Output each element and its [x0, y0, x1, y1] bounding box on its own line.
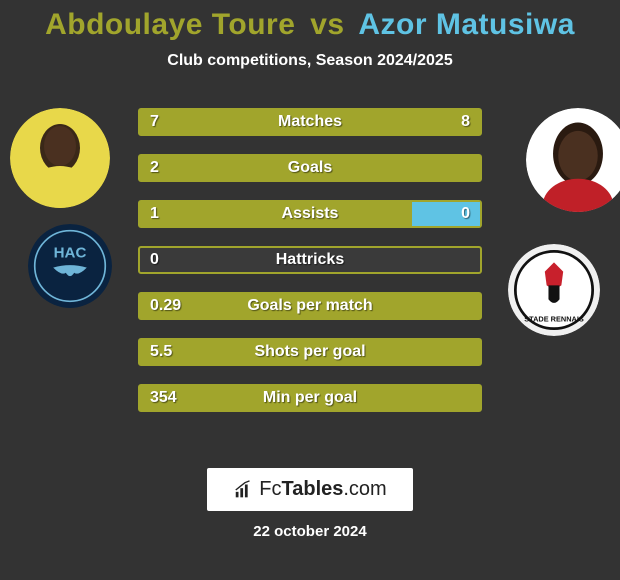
subtitle: Club competitions, Season 2024/2025 [0, 52, 620, 70]
logo-suffix: .com [343, 478, 386, 500]
player1-club-badge: HAC [28, 224, 112, 308]
logo-prefix: Fc [259, 478, 281, 500]
stat-label: Matches [140, 113, 480, 131]
stat-bars: 78Matches 2Goals 10Assists 0Hattricks 0.29Go… [138, 108, 482, 412]
title-player2: Azor Matusiwa [358, 8, 575, 41]
svg-text:STADE RENNAIS: STADE RENNAIS [524, 314, 584, 323]
svg-text:HAC: HAC [54, 245, 87, 262]
stat-label: Goals per match [140, 297, 480, 315]
player2-avatar [526, 108, 620, 212]
title-player1: Abdoulaye Toure [45, 8, 295, 41]
stat-label: Hattricks [140, 251, 480, 269]
stat-row: 0.29Goals per match [138, 292, 482, 320]
stat-label: Min per goal [140, 389, 480, 407]
player1-avatar [10, 108, 110, 208]
stat-label: Goals [140, 159, 480, 177]
chart-icon [233, 479, 255, 501]
stat-row: 2Goals [138, 154, 482, 182]
logo-text: FcTables.com [259, 478, 386, 501]
date-text: 22 october 2024 [253, 523, 366, 540]
title: Abdoulaye Toure vs Azor Matusiwa [0, 0, 620, 42]
stat-label: Shots per goal [140, 343, 480, 361]
stat-row: 78Matches [138, 108, 482, 136]
comparison-card: Abdoulaye Toure vs Azor Matusiwa Club co… [0, 0, 620, 580]
player2-club-badge: STADE RENNAIS [508, 244, 600, 336]
footer: FcTables.com 22 october 2024 [0, 468, 620, 540]
stat-row: 10Assists [138, 200, 482, 228]
content-area: HAC STADE RENNAIS 78Matches 2Goals 10Assis… [0, 94, 620, 434]
title-vs: vs [304, 8, 350, 41]
logo-main: Tables [282, 478, 344, 500]
stat-row: 0Hattricks [138, 246, 482, 274]
stat-label: Assists [140, 205, 480, 223]
stat-row: 354Min per goal [138, 384, 482, 412]
site-logo: FcTables.com [207, 468, 412, 511]
stat-row: 5.5Shots per goal [138, 338, 482, 366]
